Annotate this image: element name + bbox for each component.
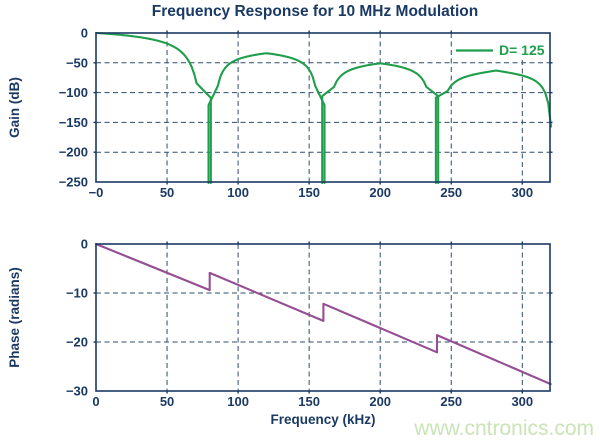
svg-text:Gain (dB): Gain (dB) [7,77,22,138]
svg-text:−20: −20 [66,335,88,350]
svg-text:300: 300 [511,394,533,409]
svg-text:−0: −0 [89,185,104,200]
svg-text:50: 50 [160,185,174,200]
svg-text:150: 150 [298,394,320,409]
svg-text:−30: −30 [66,384,88,399]
svg-text:0: 0 [81,237,88,252]
svg-text:−200: −200 [59,145,88,160]
svg-text:−250: −250 [59,175,88,190]
svg-text:−100: −100 [59,85,88,100]
svg-text:−10: −10 [66,286,88,301]
svg-text:300: 300 [511,185,533,200]
svg-text:0: 0 [92,394,99,409]
svg-text:Frequency Response for 10 MHz: Frequency Response for 10 MHz Modulation [152,3,478,20]
svg-text:200: 200 [369,185,391,200]
svg-text:200: 200 [369,394,391,409]
svg-text:Phase (radians): Phase (radians) [7,267,22,368]
svg-text:250: 250 [440,394,462,409]
svg-text:www.cntronics.com: www.cntronics.com [413,417,594,440]
svg-text:50: 50 [160,394,174,409]
svg-text:100: 100 [227,394,249,409]
svg-text:0: 0 [81,26,88,41]
svg-text:100: 100 [227,185,249,200]
svg-text:150: 150 [298,185,320,200]
svg-text:−150: −150 [59,115,88,130]
svg-text:Frequency (kHz): Frequency (kHz) [270,412,375,427]
svg-text:250: 250 [440,185,462,200]
svg-text:−50: −50 [66,55,88,70]
svg-text:D= 125: D= 125 [499,42,545,58]
